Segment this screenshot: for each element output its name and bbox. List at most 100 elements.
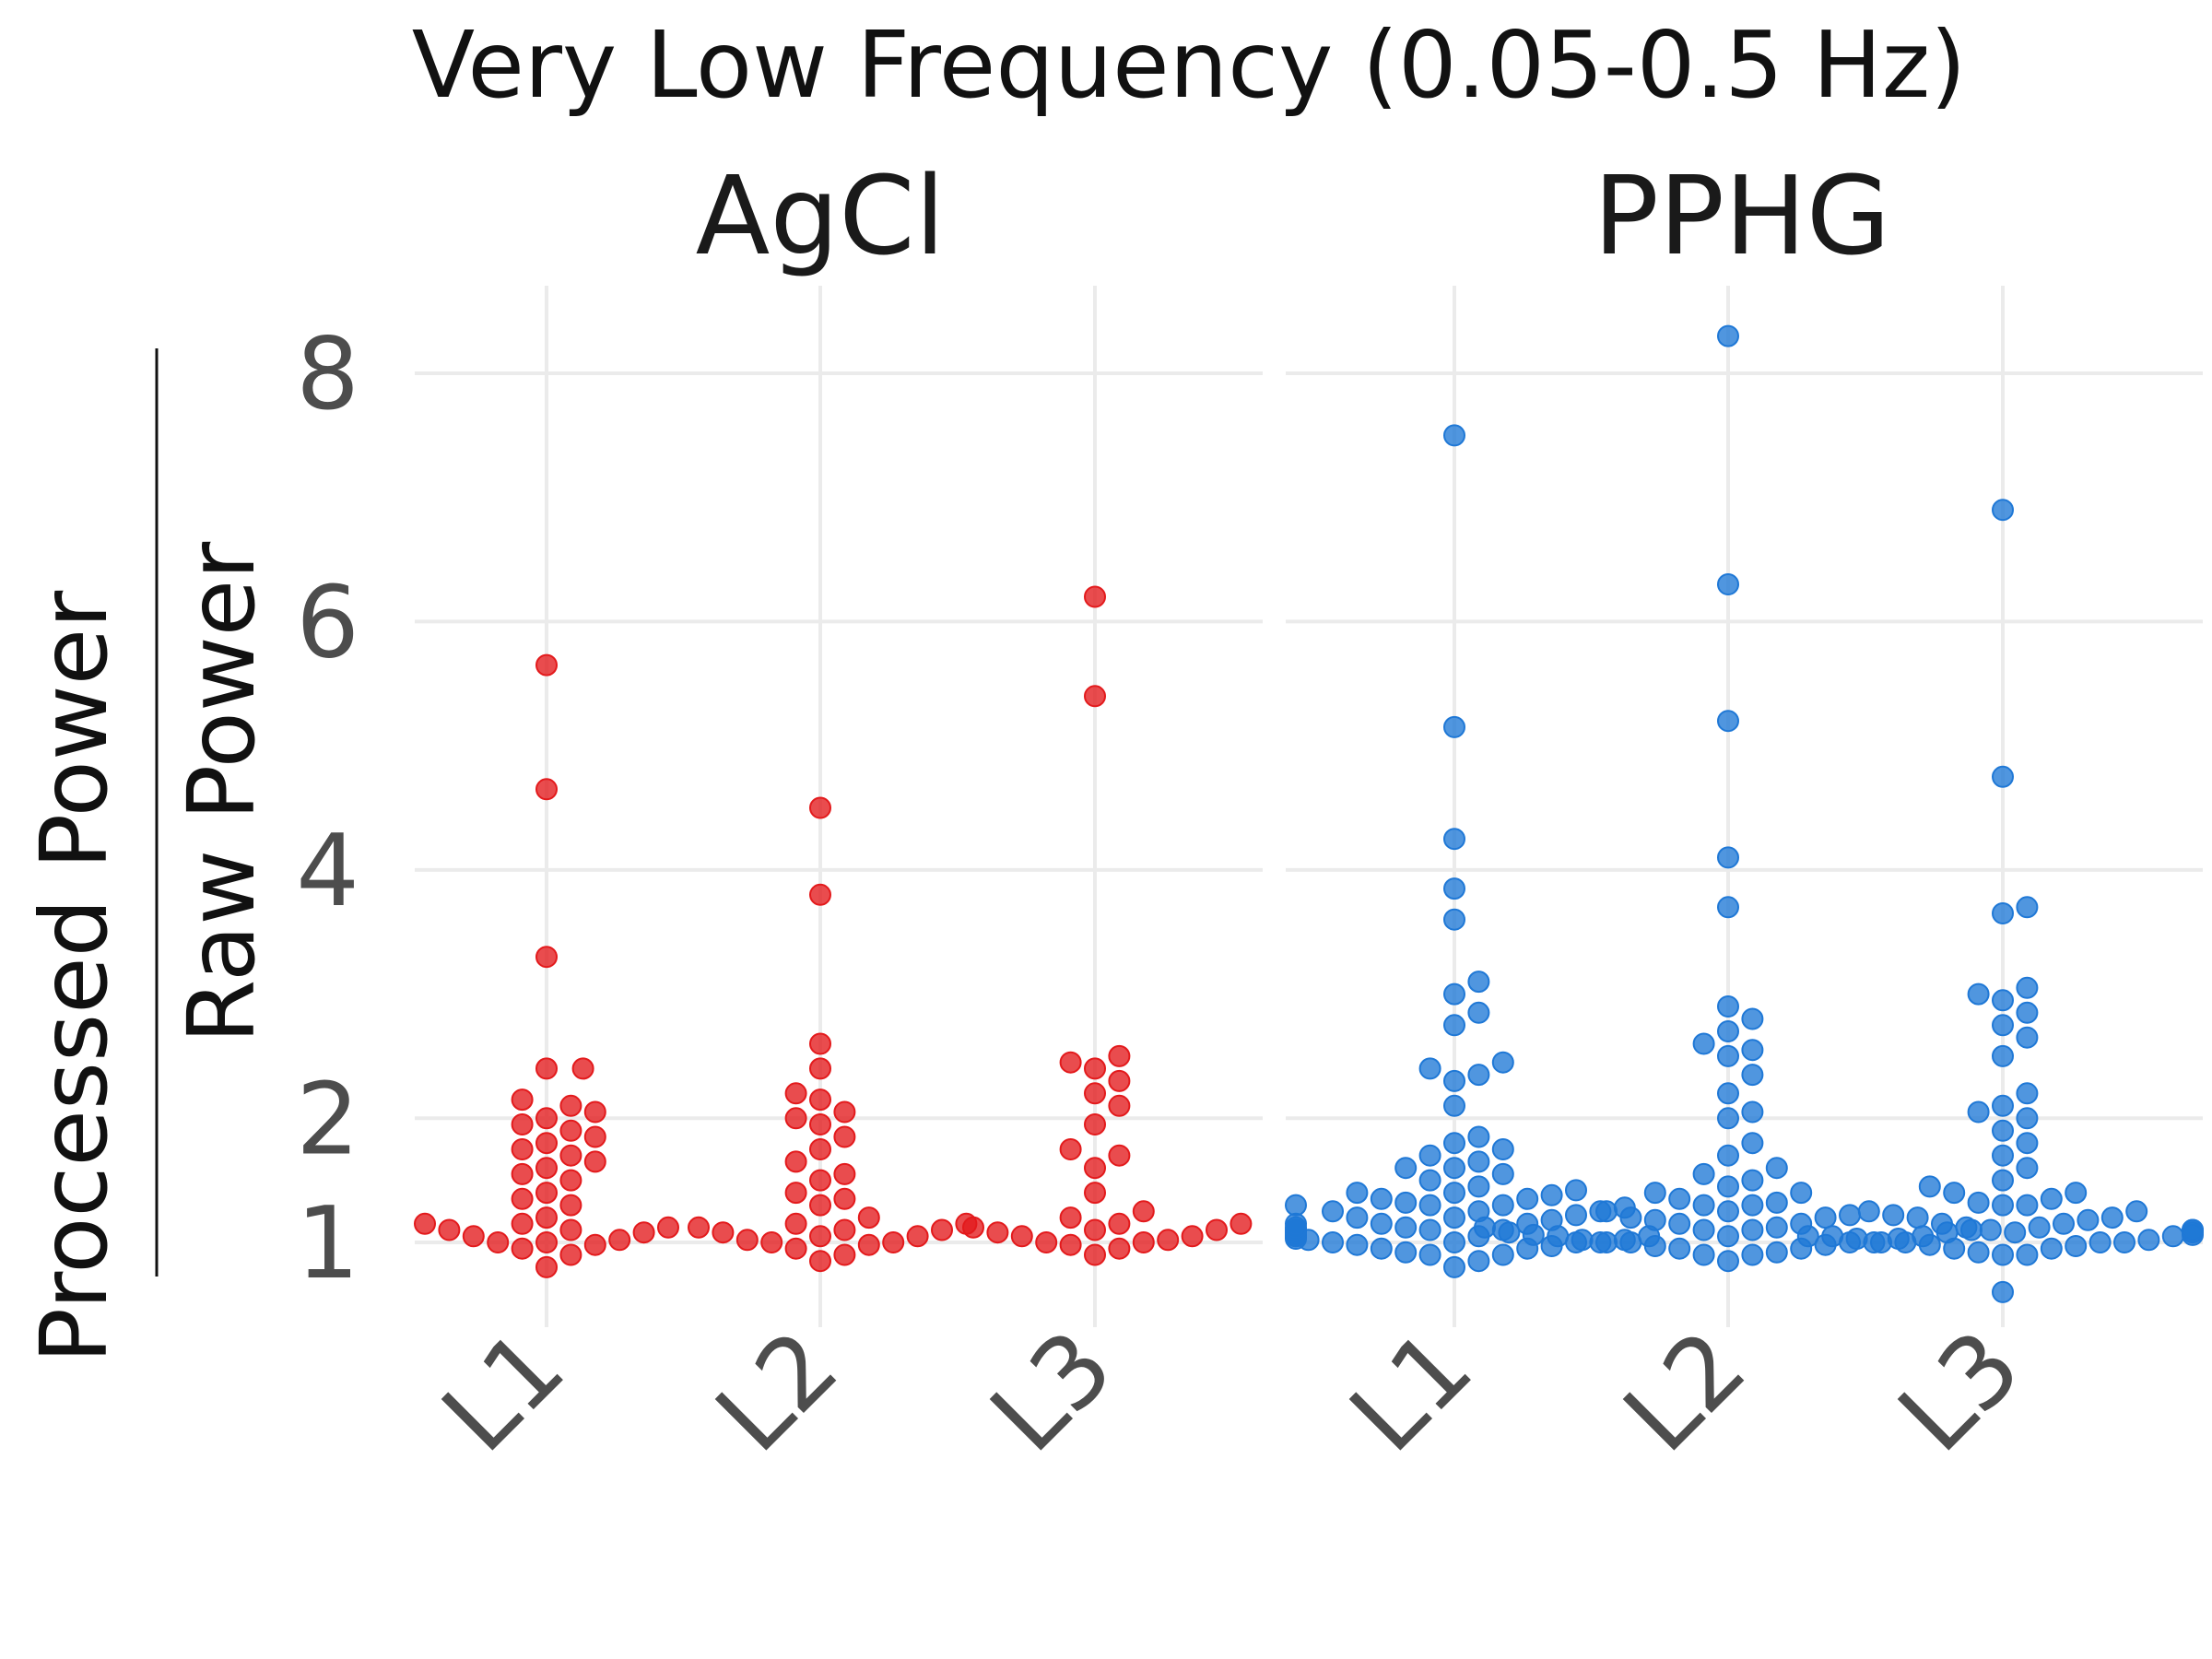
data-point	[1790, 1182, 1813, 1205]
x-tick-label: L2	[1603, 1309, 1769, 1475]
data-point	[2161, 1225, 2184, 1248]
data-point	[1741, 1007, 1764, 1030]
data-point	[535, 1182, 558, 1205]
data-point	[1108, 1144, 1131, 1167]
data-point	[2053, 1212, 2075, 1235]
x-tick-label: L3	[1877, 1309, 2043, 1475]
data-point	[1467, 971, 1490, 994]
data-point	[1418, 1144, 1441, 1167]
grid-layer	[415, 286, 2203, 1327]
y-tick-label: 6	[296, 565, 359, 680]
data-point	[833, 1187, 856, 1210]
data-point	[1443, 1069, 1465, 1092]
y-axis-label-numerator: Processed Power	[20, 590, 128, 1363]
data-point	[1084, 1057, 1106, 1080]
data-point	[583, 1233, 606, 1256]
data-point	[1467, 1001, 1490, 1024]
data-point	[1491, 1194, 1514, 1217]
data-point	[571, 1057, 594, 1080]
data-point	[809, 796, 831, 819]
data-point	[1285, 1194, 1307, 1217]
data-point	[2040, 1187, 2063, 1210]
data-point	[1992, 1119, 2014, 1142]
data-point	[1692, 1162, 1715, 1185]
data-point	[511, 1237, 534, 1260]
data-point	[1084, 1218, 1106, 1241]
chart-title: Very Low Frequency (0.05-0.5 Hz)	[412, 11, 1967, 119]
data-point	[1418, 1243, 1441, 1266]
data-point	[1741, 1064, 1764, 1087]
points-layer	[414, 324, 2204, 1303]
data-point	[833, 1100, 856, 1124]
data-point	[1230, 1212, 1253, 1235]
data-point	[1967, 1191, 1990, 1214]
data-point	[1132, 1200, 1155, 1223]
data-point	[784, 1182, 807, 1205]
data-point	[1474, 1216, 1496, 1239]
data-point	[1619, 1231, 1642, 1253]
data-point	[2065, 1235, 2088, 1257]
data-point	[1943, 1237, 1966, 1260]
data-point	[1084, 1182, 1106, 1205]
data-point	[1931, 1212, 1953, 1235]
data-point	[559, 1243, 582, 1266]
x-tick-label: L1	[421, 1309, 587, 1475]
data-point	[1839, 1204, 1861, 1227]
data-point	[1992, 1094, 2014, 1117]
data-point	[1741, 1039, 1764, 1062]
data-point	[608, 1229, 631, 1252]
data-point	[882, 1231, 905, 1253]
data-point	[1765, 1216, 1788, 1239]
data-point	[1717, 1044, 1739, 1067]
data-point	[1059, 1051, 1082, 1074]
data-point	[1010, 1225, 1033, 1248]
x-axis: L1 L2 L3 L1 L2 L3	[421, 1309, 2043, 1475]
data-point	[1821, 1225, 1844, 1248]
data-point	[1132, 1231, 1155, 1253]
data-point	[1522, 1223, 1545, 1246]
data-point	[1595, 1231, 1618, 1253]
data-point	[1717, 1107, 1739, 1130]
data-point	[2016, 1243, 2039, 1266]
data-point	[2137, 1229, 2160, 1252]
data-point	[2004, 1221, 2027, 1244]
data-point	[1992, 1280, 2014, 1303]
data-point	[1443, 1094, 1465, 1117]
data-point	[583, 1100, 606, 1124]
data-point	[1643, 1182, 1666, 1205]
data-point	[1035, 1231, 1058, 1253]
facet-label: AgCl	[696, 152, 946, 279]
data-point	[1643, 1235, 1666, 1257]
data-point	[809, 1138, 831, 1160]
data-point	[1717, 1200, 1739, 1223]
data-point	[1346, 1206, 1369, 1230]
data-point	[1467, 1175, 1490, 1198]
data-point	[1967, 982, 1990, 1006]
data-point	[1084, 1157, 1106, 1180]
data-point	[438, 1218, 461, 1241]
data-point	[511, 1162, 534, 1185]
data-point	[735, 1229, 759, 1252]
data-point	[1870, 1231, 1892, 1253]
x-tick-label: L2	[695, 1309, 861, 1475]
y-tick-label: 8	[296, 317, 359, 432]
data-point	[487, 1231, 510, 1253]
data-point	[1692, 1243, 1715, 1266]
data-point	[1765, 1191, 1788, 1214]
data-point	[1741, 1243, 1764, 1266]
data-point	[1992, 499, 2014, 522]
data-point	[1765, 1241, 1788, 1264]
data-point	[1059, 1138, 1082, 1160]
data-point	[1857, 1200, 1880, 1223]
data-point	[1643, 1208, 1666, 1231]
data-point	[1394, 1157, 1418, 1180]
data-point	[1346, 1182, 1369, 1205]
data-point	[1084, 685, 1106, 708]
y-tick-label: 4	[296, 814, 359, 929]
data-point	[784, 1082, 807, 1105]
data-point	[1717, 1225, 1739, 1248]
data-point	[657, 1216, 679, 1239]
data-point	[784, 1107, 807, 1130]
data-point	[1443, 424, 1465, 447]
